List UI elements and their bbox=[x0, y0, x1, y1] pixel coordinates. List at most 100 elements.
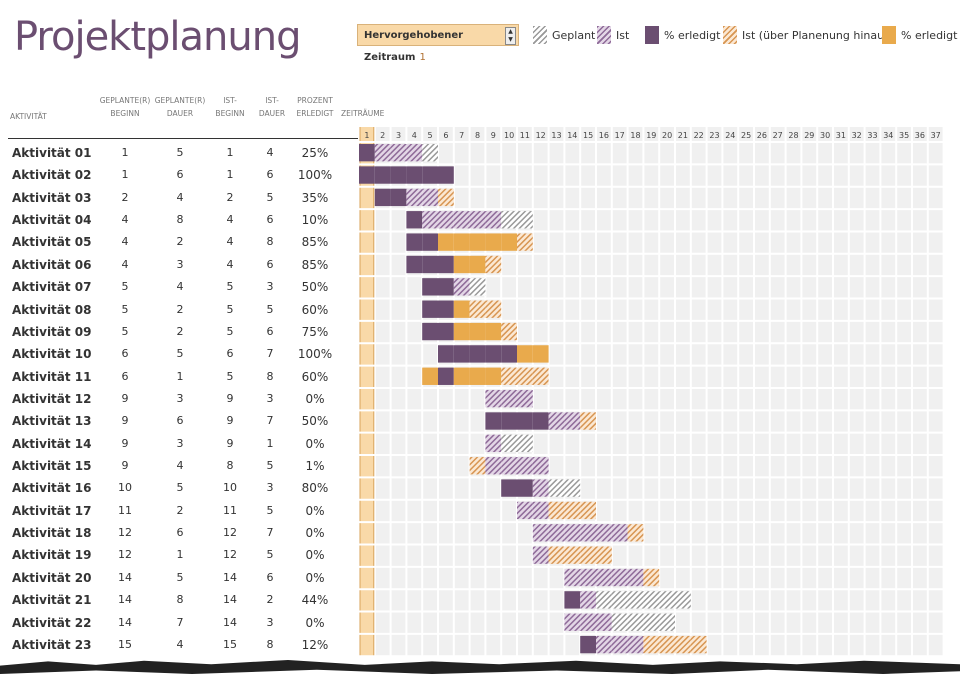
cell-pd[interactable]: 5 bbox=[176, 347, 184, 361]
cell-as[interactable]: 5 bbox=[226, 302, 234, 316]
cell-as[interactable]: 14 bbox=[223, 593, 237, 607]
cell-ps[interactable]: 14 bbox=[118, 615, 132, 629]
cell-name[interactable]: Aktivität 09 bbox=[12, 324, 92, 339]
cell-pct[interactable]: 35% bbox=[301, 190, 329, 205]
cell-ad[interactable]: 3 bbox=[266, 615, 274, 629]
cell-as[interactable]: 4 bbox=[226, 213, 234, 227]
cell-pd[interactable]: 5 bbox=[176, 146, 184, 159]
cell-name[interactable]: Aktivität 01 bbox=[12, 146, 92, 160]
cell-name[interactable]: Aktivität 08 bbox=[12, 302, 92, 317]
cell-ad[interactable]: 6 bbox=[266, 168, 274, 182]
cell-pd[interactable]: 1 bbox=[176, 369, 184, 383]
cell-as[interactable]: 8 bbox=[226, 459, 234, 473]
cell-pct[interactable]: 100% bbox=[297, 347, 333, 362]
cell-name[interactable]: Aktivität 04 bbox=[12, 213, 92, 228]
cell-ps[interactable]: 9 bbox=[121, 414, 129, 428]
cell-ps[interactable]: 14 bbox=[118, 570, 132, 584]
period-value[interactable]: 1 bbox=[419, 52, 426, 63]
cell-pct[interactable]: 0% bbox=[305, 503, 325, 518]
spin-buttons-icon[interactable]: ▲ ▼ bbox=[505, 27, 516, 45]
cell-ps[interactable]: 12 bbox=[118, 548, 132, 562]
cell-name[interactable]: Aktivität 17 bbox=[12, 503, 92, 518]
cell-ad[interactable]: 6 bbox=[266, 324, 274, 338]
cell-ps[interactable]: 11 bbox=[118, 503, 132, 517]
cell-name[interactable]: Aktivität 02 bbox=[12, 168, 92, 183]
cell-name[interactable]: Aktivität 19 bbox=[12, 548, 92, 563]
cell-ad[interactable]: 5 bbox=[266, 548, 274, 562]
cell-name[interactable]: Aktivität 13 bbox=[12, 414, 92, 429]
cell-name[interactable]: Aktivität 03 bbox=[12, 190, 92, 205]
cell-name[interactable]: Aktivität 14 bbox=[12, 436, 92, 451]
cell-name[interactable]: Aktivität 21 bbox=[12, 593, 92, 608]
cell-ad[interactable]: 6 bbox=[266, 570, 274, 584]
cell-name[interactable]: Aktivität 16 bbox=[12, 481, 92, 496]
cell-ad[interactable]: 3 bbox=[266, 391, 274, 405]
cell-pct[interactable]: 60% bbox=[301, 369, 329, 384]
cell-pct[interactable]: 85% bbox=[301, 257, 329, 272]
cell-name[interactable]: Aktivität 12 bbox=[12, 391, 92, 406]
cell-pct[interactable]: 1% bbox=[305, 459, 325, 474]
cell-ps[interactable]: 4 bbox=[121, 257, 129, 271]
cell-ad[interactable]: 5 bbox=[266, 459, 274, 473]
cell-ad[interactable]: 8 bbox=[266, 369, 274, 383]
cell-name[interactable]: Aktivität 05 bbox=[12, 235, 92, 250]
cell-as[interactable]: 5 bbox=[226, 369, 234, 383]
cell-ps[interactable]: 2 bbox=[121, 190, 129, 204]
cell-ps[interactable]: 6 bbox=[121, 369, 129, 383]
cell-pct[interactable]: 80% bbox=[301, 481, 329, 496]
cell-pd[interactable]: 2 bbox=[176, 503, 184, 517]
highlighted-period-spinner[interactable]: Hervorgehobener Zeitraum 1 ▲ ▼ bbox=[357, 24, 519, 63]
cell-ps[interactable]: 4 bbox=[121, 235, 129, 249]
cell-as[interactable]: 11 bbox=[223, 503, 237, 517]
cell-pct[interactable]: 60% bbox=[301, 302, 329, 317]
cell-ad[interactable]: 5 bbox=[266, 190, 274, 204]
cell-pd[interactable]: 4 bbox=[176, 459, 184, 473]
cell-as[interactable]: 2 bbox=[226, 190, 234, 204]
cell-ps[interactable]: 5 bbox=[121, 302, 129, 316]
cell-ps[interactable]: 10 bbox=[118, 481, 132, 495]
cell-pd[interactable]: 4 bbox=[176, 280, 184, 294]
cell-ad[interactable]: 4 bbox=[266, 146, 274, 159]
cell-name[interactable]: Aktivität 11 bbox=[12, 369, 92, 384]
cell-pd[interactable]: 6 bbox=[176, 414, 184, 428]
cell-ps[interactable]: 12 bbox=[118, 526, 132, 540]
cell-pct[interactable]: 12% bbox=[301, 637, 329, 652]
cell-ps[interactable]: 6 bbox=[121, 347, 129, 361]
cell-ps[interactable]: 9 bbox=[121, 459, 129, 473]
cell-pct[interactable]: 85% bbox=[301, 235, 329, 250]
cell-name[interactable]: Aktivität 06 bbox=[12, 257, 92, 272]
cell-as[interactable]: 9 bbox=[226, 436, 234, 450]
cell-name[interactable]: Aktivität 18 bbox=[12, 526, 92, 541]
cell-ps[interactable]: 14 bbox=[118, 593, 132, 607]
cell-ps[interactable]: 5 bbox=[121, 324, 129, 338]
cell-pct[interactable]: 50% bbox=[301, 414, 329, 429]
cell-pct[interactable]: 44% bbox=[301, 593, 329, 608]
cell-as[interactable]: 5 bbox=[226, 280, 234, 294]
cell-as[interactable]: 5 bbox=[226, 324, 234, 338]
cell-as[interactable]: 1 bbox=[226, 146, 234, 159]
cell-name[interactable]: Aktivität 15 bbox=[12, 459, 92, 474]
cell-pd[interactable]: 7 bbox=[176, 615, 184, 629]
cell-pd[interactable]: 8 bbox=[176, 213, 184, 227]
cell-pd[interactable]: 5 bbox=[176, 481, 184, 495]
cell-pct[interactable]: 0% bbox=[305, 570, 325, 585]
cell-pd[interactable]: 6 bbox=[176, 526, 184, 540]
cell-pct[interactable]: 50% bbox=[301, 280, 329, 295]
cell-pd[interactable]: 4 bbox=[176, 190, 184, 204]
cell-pct[interactable]: 10% bbox=[301, 213, 329, 228]
cell-ps[interactable]: 4 bbox=[121, 213, 129, 227]
cell-name[interactable]: Aktivität 10 bbox=[12, 347, 92, 362]
cell-pct[interactable]: 0% bbox=[305, 615, 325, 630]
cell-as[interactable]: 12 bbox=[223, 526, 237, 540]
cell-ad[interactable]: 3 bbox=[266, 280, 274, 294]
cell-pct[interactable]: 75% bbox=[301, 324, 329, 339]
cell-ad[interactable]: 8 bbox=[266, 235, 274, 249]
cell-as[interactable]: 15 bbox=[223, 637, 237, 651]
cell-pct[interactable]: 0% bbox=[305, 526, 325, 541]
cell-ps[interactable]: 15 bbox=[118, 637, 132, 651]
cell-pct[interactable]: 0% bbox=[305, 548, 325, 563]
cell-as[interactable]: 14 bbox=[223, 570, 237, 584]
cell-ad[interactable]: 2 bbox=[266, 593, 274, 607]
cell-as[interactable]: 10 bbox=[223, 481, 237, 495]
cell-ps[interactable]: 5 bbox=[121, 280, 129, 294]
